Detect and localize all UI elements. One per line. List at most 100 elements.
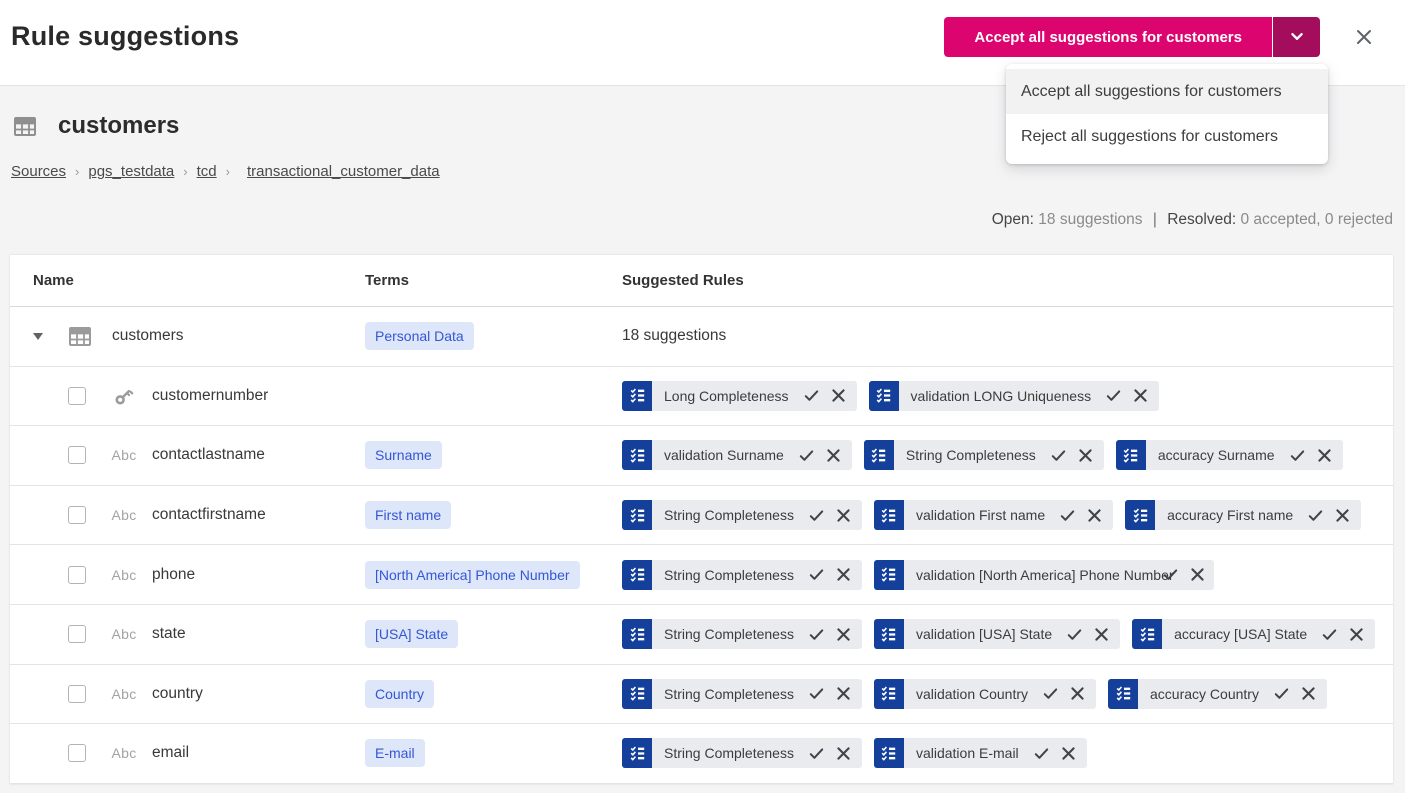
reject-rule-button[interactable] — [835, 626, 852, 643]
accept-rule-button[interactable] — [1273, 685, 1290, 702]
reject-rule-button[interactable] — [1093, 626, 1110, 643]
term-chip[interactable]: Personal Data — [365, 322, 474, 351]
reject-rule-button[interactable] — [1077, 447, 1094, 464]
accept-rule-button[interactable] — [1066, 626, 1083, 643]
rule-checklist-icon — [1132, 619, 1163, 650]
accept-all-split-button: Accept all suggestions for customers — [944, 17, 1320, 57]
table-icon — [14, 116, 36, 136]
rule-chip-label: validation Surname — [664, 447, 784, 464]
row-checkbox[interactable] — [68, 744, 86, 763]
row-name: email — [152, 744, 190, 762]
row-name: phone — [152, 565, 196, 583]
terms-cell: [North America] Phone Number — [365, 560, 622, 589]
term-chip[interactable]: [North America] Phone Number — [365, 560, 580, 589]
rule-chip: validation LONG Uniqueness — [868, 380, 1160, 411]
accept-all-button[interactable]: Accept all suggestions for customers — [944, 17, 1272, 57]
abc-icon: Abc — [111, 685, 137, 702]
rule-chip-actions — [1162, 560, 1210, 590]
entity-header: customers — [14, 112, 179, 140]
term-chip[interactable]: Country — [365, 679, 435, 708]
term-chip[interactable]: First name — [365, 501, 452, 530]
reject-rule-button[interactable] — [835, 685, 852, 702]
abc-icon: Abc — [111, 507, 137, 524]
term-chip[interactable]: Surname — [365, 441, 442, 470]
accept-rule-button[interactable] — [798, 447, 815, 464]
reject-rule-button[interactable] — [1189, 566, 1206, 583]
breadcrumb-link[interactable]: tcd — [196, 163, 217, 180]
accept-rule-button[interactable] — [808, 566, 825, 583]
accept-rule-button[interactable] — [1321, 626, 1338, 643]
reject-rule-button[interactable] — [1334, 507, 1351, 524]
accept-rule-button[interactable] — [1042, 685, 1059, 702]
reject-rule-button[interactable] — [835, 566, 852, 583]
reject-rule-button[interactable] — [1300, 685, 1317, 702]
accept-rule-button[interactable] — [1059, 507, 1076, 524]
row-checkbox[interactable] — [68, 386, 86, 405]
accept-rule-button[interactable] — [803, 387, 820, 404]
rule-chip: String Completeness — [863, 440, 1104, 471]
open-label: Open: — [991, 211, 1034, 228]
term-chip[interactable]: E-mail — [365, 739, 425, 768]
rule-chip-label: String Completeness — [664, 745, 794, 762]
breadcrumb-separator-icon: › — [75, 164, 80, 179]
rule-checklist-icon — [622, 380, 652, 411]
rule-chip: validation [USA] State — [873, 619, 1121, 650]
name-cell: customers — [10, 326, 365, 346]
table-icon — [69, 326, 91, 346]
accept-rule-button[interactable] — [808, 685, 825, 702]
accept-rule-button[interactable] — [808, 745, 825, 762]
reject-rule-button[interactable] — [835, 745, 852, 762]
reject-rule-button[interactable] — [1086, 507, 1103, 524]
reject-rule-button[interactable] — [1060, 745, 1077, 762]
accept-rule-button[interactable] — [1033, 745, 1050, 762]
menu-item[interactable]: Accept all suggestions for customers — [1006, 69, 1328, 114]
accept-rule-button[interactable] — [1289, 447, 1306, 464]
name-cell: customernumber — [10, 384, 365, 408]
reject-rule-button[interactable] — [830, 387, 847, 404]
term-chip[interactable]: [USA] State — [365, 620, 459, 649]
breadcrumb-link[interactable]: transactional_customer_data — [246, 163, 440, 180]
rule-chip: validation Country — [873, 678, 1097, 709]
row-checkbox[interactable] — [68, 684, 86, 703]
rule-checklist-icon — [622, 738, 652, 769]
page-title: Rule suggestions — [11, 21, 240, 51]
expand-toggle-icon[interactable] — [33, 332, 43, 340]
rule-chip: String Completeness — [622, 559, 862, 590]
reject-rule-button[interactable] — [835, 507, 852, 524]
menu-item[interactable]: Reject all suggestions for customers — [1021, 127, 1278, 145]
rule-checklist-icon — [868, 380, 899, 411]
reject-rule-button[interactable] — [1316, 447, 1333, 464]
accept-rule-button[interactable] — [808, 507, 825, 524]
reject-rule-button[interactable] — [1348, 626, 1365, 643]
rule-chip-label: accuracy Surname — [1157, 447, 1275, 464]
rule-chip-actions — [1042, 685, 1096, 702]
rule-chip-actions — [1033, 745, 1087, 762]
rule-chip-actions — [798, 447, 852, 464]
close-button[interactable] — [1351, 25, 1377, 51]
rule-chip-actions — [1307, 507, 1361, 524]
row-checkbox[interactable] — [68, 625, 86, 644]
breadcrumb-link[interactable]: pgs_testdata — [88, 163, 175, 180]
column-header-terms: Terms — [365, 272, 409, 289]
row-checkbox[interactable] — [68, 446, 86, 465]
rule-checklist-icon — [873, 678, 904, 709]
reject-rule-button[interactable] — [825, 447, 842, 464]
reject-rule-button[interactable] — [1069, 685, 1086, 702]
accept-rule-button[interactable] — [1162, 566, 1179, 583]
entity-title: customers — [58, 112, 180, 139]
rule-checklist-icon — [622, 678, 652, 709]
accept-rule-button[interactable] — [808, 626, 825, 643]
suggested-rules-cell: Long Completeness validation LONG Uniquen… — [622, 380, 1393, 411]
row-checkbox[interactable] — [68, 506, 86, 525]
terms-cell: E-mail — [365, 739, 622, 768]
rule-chip-label: accuracy [USA] State — [1174, 626, 1308, 643]
chevron-down-icon — [1286, 25, 1308, 50]
breadcrumb-link[interactable]: Sources — [11, 163, 67, 180]
rule-checklist-icon — [622, 619, 652, 650]
accept-rule-button[interactable] — [1307, 507, 1324, 524]
reject-rule-button[interactable] — [1132, 387, 1149, 404]
accept-rule-button[interactable] — [1050, 447, 1067, 464]
row-checkbox[interactable] — [68, 565, 86, 584]
accept-rule-button[interactable] — [1105, 387, 1122, 404]
split-button-caret[interactable] — [1273, 17, 1320, 57]
